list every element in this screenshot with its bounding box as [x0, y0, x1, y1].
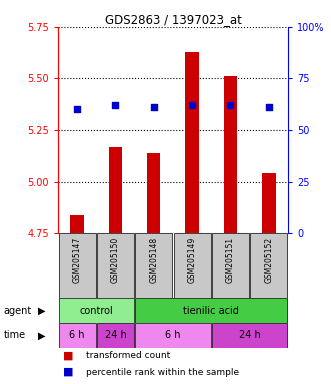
- Text: 6 h: 6 h: [165, 330, 181, 340]
- Bar: [147, 153, 161, 233]
- Bar: [135, 233, 172, 298]
- Text: GSM205151: GSM205151: [226, 237, 235, 283]
- Bar: [212, 323, 287, 348]
- Point: [266, 104, 271, 111]
- Bar: [174, 233, 211, 298]
- Bar: [97, 233, 134, 298]
- Title: GDS2863 / 1397023_at: GDS2863 / 1397023_at: [105, 13, 241, 26]
- Text: percentile rank within the sample: percentile rank within the sample: [85, 367, 239, 377]
- Bar: [224, 76, 237, 233]
- Bar: [135, 323, 211, 348]
- Bar: [59, 233, 96, 298]
- Bar: [135, 298, 287, 323]
- Text: control: control: [79, 306, 113, 316]
- Text: GSM205152: GSM205152: [264, 237, 273, 283]
- Point: [189, 102, 195, 108]
- Bar: [262, 174, 275, 233]
- Bar: [71, 215, 84, 233]
- Point: [113, 102, 118, 108]
- Text: 24 h: 24 h: [239, 330, 260, 340]
- Bar: [109, 147, 122, 233]
- Text: agent: agent: [3, 306, 31, 316]
- Point: [151, 104, 157, 111]
- Bar: [59, 298, 134, 323]
- Text: ▶: ▶: [38, 330, 46, 340]
- Text: ▶: ▶: [38, 306, 46, 316]
- Text: transformed count: transformed count: [85, 351, 170, 360]
- Text: GSM205148: GSM205148: [149, 237, 158, 283]
- Point: [228, 102, 233, 108]
- Text: GSM205147: GSM205147: [72, 237, 82, 283]
- Bar: [250, 233, 287, 298]
- Text: tienilic acid: tienilic acid: [183, 306, 239, 316]
- Bar: [59, 323, 96, 348]
- Bar: [212, 233, 249, 298]
- Text: GSM205150: GSM205150: [111, 237, 120, 283]
- Point: [74, 106, 80, 113]
- Text: GSM205149: GSM205149: [188, 237, 197, 283]
- Text: ■: ■: [63, 367, 73, 377]
- Text: ■: ■: [63, 351, 73, 361]
- Text: time: time: [3, 330, 25, 340]
- Bar: [97, 323, 134, 348]
- Text: 6 h: 6 h: [70, 330, 85, 340]
- Bar: [185, 52, 199, 233]
- Text: 24 h: 24 h: [105, 330, 126, 340]
